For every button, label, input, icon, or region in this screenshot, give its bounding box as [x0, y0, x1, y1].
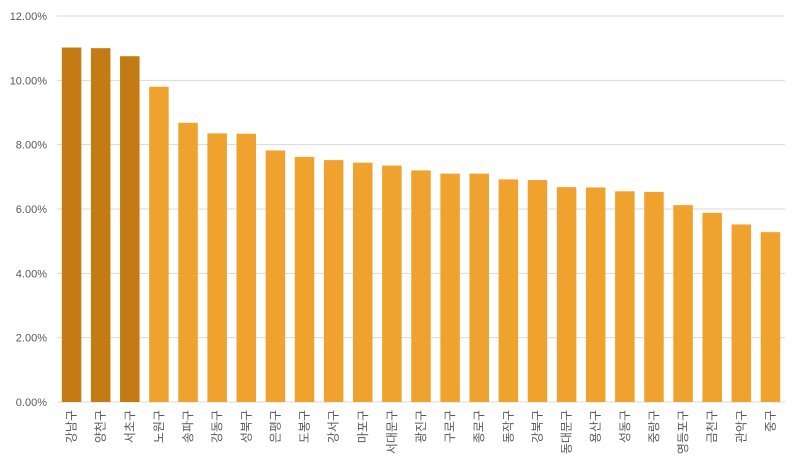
bar	[498, 179, 519, 402]
x-category-label: 동작구	[501, 410, 515, 443]
x-category-label: 강북구	[530, 410, 544, 443]
bar	[178, 122, 198, 402]
bars	[61, 47, 781, 403]
x-category-label: 노원구	[152, 410, 166, 443]
bar	[673, 205, 693, 402]
x-category-label: 은평구	[268, 410, 282, 443]
x-category-label: 관악구	[734, 410, 748, 443]
x-category-label: 도봉구	[298, 410, 312, 443]
bar	[149, 86, 169, 403]
x-category-label: 동대문구	[560, 410, 574, 454]
bar	[760, 232, 781, 402]
x-category-label: 강서구	[327, 410, 341, 443]
x-category-label: 중구	[763, 410, 777, 432]
x-category-label: 종로구	[472, 410, 486, 443]
x-category-label: 성동구	[618, 410, 632, 443]
x-category-label: 서초구	[123, 410, 137, 443]
x-category-label: 양천구	[93, 410, 108, 443]
bar	[527, 180, 548, 402]
x-category-label: 중랑구	[647, 410, 661, 443]
bar	[294, 156, 315, 402]
bar	[207, 133, 227, 403]
bar	[702, 212, 722, 402]
y-tick-label: 4.00%	[16, 268, 47, 280]
y-tick-label: 12.00%	[10, 11, 48, 23]
x-category-label: 용산구	[589, 410, 603, 443]
y-tick-label: 2.00%	[16, 333, 47, 345]
x-category-label: 광진구	[414, 410, 428, 443]
bar	[382, 165, 402, 402]
bar	[353, 162, 373, 402]
y-tick-label: 6.00%	[16, 204, 47, 216]
bar	[411, 170, 431, 402]
bar	[556, 187, 577, 402]
x-category-label: 금천구	[704, 410, 719, 443]
x-category-label: 송파구	[181, 410, 195, 443]
bar	[236, 133, 257, 403]
bar	[615, 191, 635, 402]
bar	[469, 173, 489, 402]
bar	[440, 173, 460, 402]
y-tick-label: 8.00%	[16, 140, 47, 152]
x-category-label: 강동구	[210, 410, 224, 443]
y-tick-label: 0.00%	[16, 397, 47, 409]
x-category-label: 성북구	[239, 410, 253, 443]
bar	[120, 56, 140, 402]
y-axis-tick-labels: 0.00% 2.00% 4.00% 6.00% 8.00% 10.00% 12.00%	[10, 11, 48, 409]
x-axis-category-labels: 강남구 양천구 서초구 노원구 송파구 강동구 성북구 은평구 도봉구 강서구 마포구 서대문구 광진구…	[65, 410, 778, 454]
x-category-label: 강남구	[65, 410, 79, 443]
y-tick-label: 10.00%	[10, 75, 48, 87]
bar	[731, 224, 752, 402]
bar	[90, 48, 111, 403]
x-category-label: 서대문구	[385, 410, 399, 454]
bar	[644, 191, 664, 402]
x-category-label: 영등포구	[676, 410, 690, 454]
bar	[585, 187, 606, 402]
x-category-label: 마포구	[356, 410, 370, 443]
bar	[61, 47, 82, 402]
bar	[265, 150, 286, 402]
bar	[323, 160, 344, 402]
x-category-label: 구로구	[443, 410, 457, 443]
